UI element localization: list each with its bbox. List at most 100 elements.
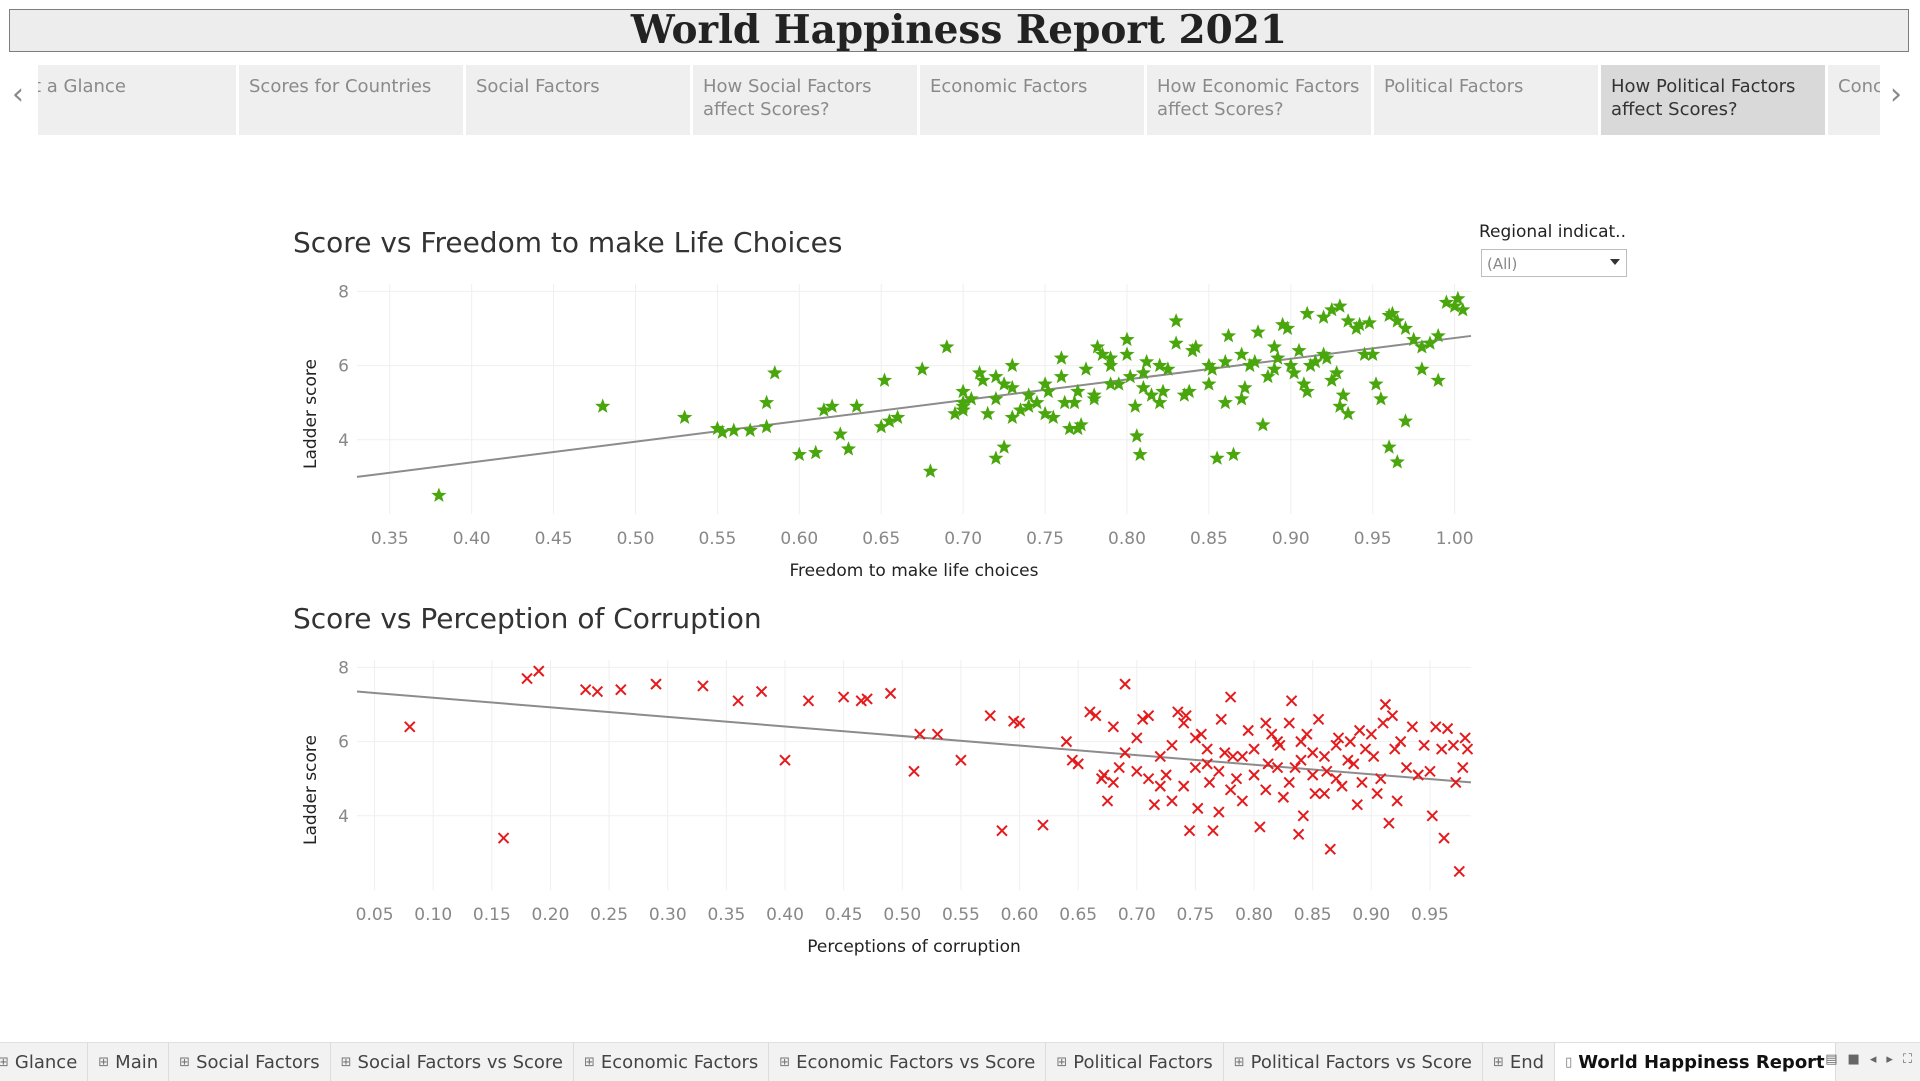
- data-point-star[interactable]: [1119, 331, 1135, 347]
- data-point-star[interactable]: [824, 398, 840, 413]
- data-point-star[interactable]: [1255, 417, 1271, 432]
- data-point-x[interactable]: [1101, 795, 1114, 807]
- data-point-x[interactable]: [1295, 735, 1307, 748]
- data-point-star[interactable]: [1122, 368, 1138, 384]
- data-point-star[interactable]: [1414, 339, 1430, 354]
- data-point-star[interactable]: [1247, 353, 1263, 369]
- data-point-x[interactable]: [1090, 709, 1102, 722]
- data-point-x[interactable]: [1306, 769, 1319, 781]
- data-point-x[interactable]: [615, 683, 627, 696]
- data-point-star[interactable]: [1103, 350, 1119, 365]
- data-point-x[interactable]: [1177, 717, 1190, 729]
- data-point-x[interactable]: [1131, 732, 1143, 744]
- data-point-x[interactable]: [1461, 743, 1474, 755]
- data-point-star[interactable]: [1057, 394, 1073, 410]
- data-point-star[interactable]: [1086, 391, 1102, 406]
- data-point-star[interactable]: [759, 394, 775, 410]
- data-point-star[interactable]: [1286, 365, 1302, 380]
- data-point-x[interactable]: [1379, 698, 1392, 711]
- data-point-star[interactable]: [955, 402, 971, 417]
- data-point-star[interactable]: [1176, 387, 1192, 402]
- data-point-star[interactable]: [849, 398, 865, 413]
- data-point-x[interactable]: [1386, 709, 1399, 722]
- data-point-star[interactable]: [1340, 405, 1356, 421]
- data-point-x[interactable]: [1213, 806, 1225, 818]
- data-point-star[interactable]: [1168, 313, 1184, 328]
- data-point-x[interactable]: [533, 665, 545, 677]
- story-tab-2[interactable]: Social Factors: [466, 65, 690, 135]
- data-point-star[interactable]: [1152, 357, 1168, 373]
- data-point-star[interactable]: [808, 444, 824, 460]
- data-point-star[interactable]: [1397, 413, 1414, 428]
- data-point-x[interactable]: [755, 685, 768, 698]
- data-point-x[interactable]: [1274, 739, 1286, 752]
- data-point-x[interactable]: [1166, 795, 1178, 807]
- data-point-x[interactable]: [1330, 773, 1342, 785]
- data-point-x[interactable]: [497, 832, 510, 844]
- data-point-x[interactable]: [1391, 795, 1403, 807]
- data-point-x[interactable]: [1136, 713, 1149, 726]
- data-point-star[interactable]: [1132, 446, 1148, 462]
- data-point-star[interactable]: [1181, 383, 1197, 399]
- data-point-x[interactable]: [1412, 769, 1424, 781]
- data-point-x[interactable]: [1142, 773, 1155, 785]
- data-point-star[interactable]: [1103, 357, 1119, 373]
- data-point-x[interactable]: [1389, 743, 1401, 755]
- data-point-x[interactable]: [1013, 717, 1026, 729]
- data-point-star[interactable]: [1053, 350, 1069, 365]
- data-point-x[interactable]: [1242, 724, 1254, 737]
- data-point-star[interactable]: [759, 418, 775, 434]
- data-point-star[interactable]: [1283, 357, 1299, 373]
- story-tab-3[interactable]: How Social Factors affect Scores?: [693, 65, 917, 135]
- data-point-x[interactable]: [1084, 706, 1096, 718]
- data-point-star[interactable]: [939, 339, 955, 354]
- data-point-star[interactable]: [1384, 305, 1400, 321]
- data-point-x[interactable]: [1351, 798, 1363, 811]
- data-point-x[interactable]: [1230, 773, 1243, 785]
- data-point-star[interactable]: [1127, 398, 1143, 413]
- data-point-x[interactable]: [1356, 776, 1368, 789]
- data-point-x[interactable]: [1400, 761, 1413, 774]
- data-point-star[interactable]: [1040, 383, 1056, 399]
- data-point-x[interactable]: [1441, 722, 1454, 735]
- data-point-x[interactable]: [1236, 750, 1249, 763]
- data-point-x[interactable]: [1375, 773, 1387, 785]
- data-point-star[interactable]: [1455, 302, 1471, 317]
- data-point-star[interactable]: [1201, 376, 1217, 391]
- data-point-star[interactable]: [1012, 402, 1029, 417]
- data-point-star[interactable]: [1078, 361, 1094, 376]
- data-point-star[interactable]: [1139, 353, 1155, 369]
- data-point-x[interactable]: [1367, 750, 1380, 763]
- data-point-star[interactable]: [1438, 294, 1454, 310]
- data-point-x[interactable]: [1192, 802, 1204, 815]
- data-point-star[interactable]: [1365, 346, 1381, 362]
- data-point-star[interactable]: [1103, 376, 1119, 391]
- data-point-x[interactable]: [1072, 758, 1084, 770]
- data-point-x[interactable]: [697, 680, 709, 692]
- data-point-star[interactable]: [1299, 383, 1315, 399]
- data-point-star[interactable]: [963, 391, 979, 406]
- data-point-x[interactable]: [1183, 824, 1196, 837]
- data-point-x[interactable]: [1438, 832, 1450, 844]
- story-tab-5[interactable]: How Economic Factors affect Scores?: [1147, 65, 1371, 135]
- data-point-x[interactable]: [1224, 691, 1237, 703]
- data-point-x[interactable]: [1312, 713, 1325, 726]
- data-point-x[interactable]: [802, 695, 815, 707]
- data-point-star[interactable]: [1053, 368, 1069, 384]
- sheet-tab-6[interactable]: ⊞ Political Factors: [1046, 1043, 1224, 1081]
- data-point-x[interactable]: [1309, 787, 1321, 800]
- data-point-x[interactable]: [955, 754, 967, 766]
- data-point-star[interactable]: [1021, 398, 1037, 413]
- data-point-x[interactable]: [1321, 765, 1333, 777]
- data-point-x[interactable]: [1342, 754, 1354, 766]
- data-point-star[interactable]: [1266, 339, 1282, 354]
- data-point-star[interactable]: [1045, 409, 1061, 425]
- data-point-star[interactable]: [996, 376, 1012, 391]
- data-point-star[interactable]: [980, 405, 996, 421]
- data-point-star[interactable]: [996, 439, 1012, 454]
- data-point-star[interactable]: [1414, 361, 1430, 376]
- story-tab-0[interactable]: At a Glance: [38, 65, 236, 135]
- data-point-star[interactable]: [709, 420, 725, 436]
- data-point-x[interactable]: [984, 709, 996, 722]
- data-point-x[interactable]: [1213, 765, 1225, 777]
